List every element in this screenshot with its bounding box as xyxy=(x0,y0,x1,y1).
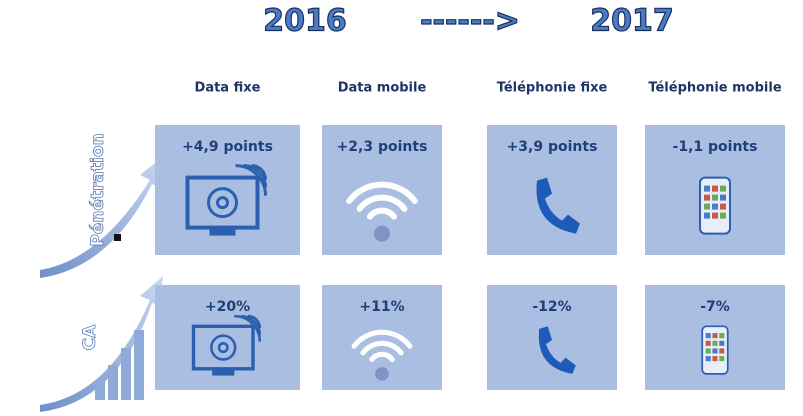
signal xyxy=(251,164,267,180)
icon xyxy=(191,314,262,376)
at-sign xyxy=(217,342,229,354)
icon xyxy=(346,181,418,242)
cell xyxy=(487,285,617,390)
app-icon xyxy=(704,203,710,210)
row-label: Pénétration xyxy=(88,133,108,246)
column-header: Data mobile xyxy=(338,81,427,96)
app-icon xyxy=(719,348,725,354)
app-icon xyxy=(705,356,711,362)
wifi-dot xyxy=(375,367,389,381)
arrow: ------> xyxy=(420,4,520,39)
cell xyxy=(487,125,617,255)
cell-value: -1,1 points xyxy=(673,139,758,155)
icon xyxy=(699,176,731,235)
icon xyxy=(701,325,729,375)
bar-icon xyxy=(95,330,144,400)
signal xyxy=(241,314,262,335)
handset xyxy=(536,177,580,234)
column-header: Téléphonie mobile xyxy=(648,81,781,96)
handset xyxy=(538,326,576,374)
monitor-stand xyxy=(212,368,235,376)
cell-value: +4,9 points xyxy=(182,139,273,155)
signal xyxy=(235,164,267,196)
icon xyxy=(351,329,413,381)
wifi-arc xyxy=(346,181,418,205)
cell-value: -7% xyxy=(700,299,730,315)
signal xyxy=(247,314,262,329)
app-icon xyxy=(719,356,725,362)
at-sign xyxy=(216,196,229,210)
app-icon xyxy=(720,194,726,201)
cell-value: +11% xyxy=(359,299,404,315)
app-icon xyxy=(712,340,718,346)
app-icon xyxy=(712,194,718,201)
wifi-arc xyxy=(360,340,404,356)
app-icon xyxy=(712,203,718,210)
wifi-arc xyxy=(369,351,395,363)
app-icon xyxy=(720,185,726,192)
growth-arrow xyxy=(40,155,165,278)
icon xyxy=(536,177,580,234)
app-icon xyxy=(705,348,711,354)
cell-value: +3,9 points xyxy=(507,139,598,155)
column-header: Data fixe xyxy=(195,81,261,96)
app-icon xyxy=(720,212,726,219)
cell-value: +2,3 points xyxy=(337,139,428,155)
app-icon xyxy=(719,333,725,339)
growth-arrow xyxy=(40,276,163,412)
app-icon xyxy=(712,333,718,339)
app-icon xyxy=(719,340,725,346)
app-icon xyxy=(712,185,718,192)
wifi-dot xyxy=(374,225,390,242)
signal xyxy=(243,164,267,188)
app-icon xyxy=(704,185,710,192)
year-to: 2017 xyxy=(590,4,674,39)
app-icon xyxy=(712,212,718,219)
monitor-stand xyxy=(209,227,236,236)
app-icon xyxy=(704,194,710,201)
app-icon xyxy=(705,333,711,339)
wifi-arc xyxy=(367,207,397,220)
icon xyxy=(185,164,267,236)
app-icon xyxy=(712,356,718,362)
app-icon xyxy=(712,348,718,354)
signal xyxy=(234,314,262,342)
column-header: Téléphonie fixe xyxy=(497,81,608,96)
year-from: 2016 xyxy=(263,4,347,39)
marker xyxy=(114,234,121,241)
app-icon xyxy=(705,340,711,346)
cell-value: +20% xyxy=(205,299,250,315)
wifi-arc xyxy=(356,194,408,212)
app-icon xyxy=(704,212,710,219)
at-sign xyxy=(210,334,237,361)
app-icon xyxy=(720,203,726,210)
at-sign xyxy=(207,187,238,219)
wifi-arc xyxy=(351,329,413,349)
cell-value: -12% xyxy=(532,299,571,315)
row-label: CA xyxy=(80,324,100,350)
icon xyxy=(538,326,576,374)
